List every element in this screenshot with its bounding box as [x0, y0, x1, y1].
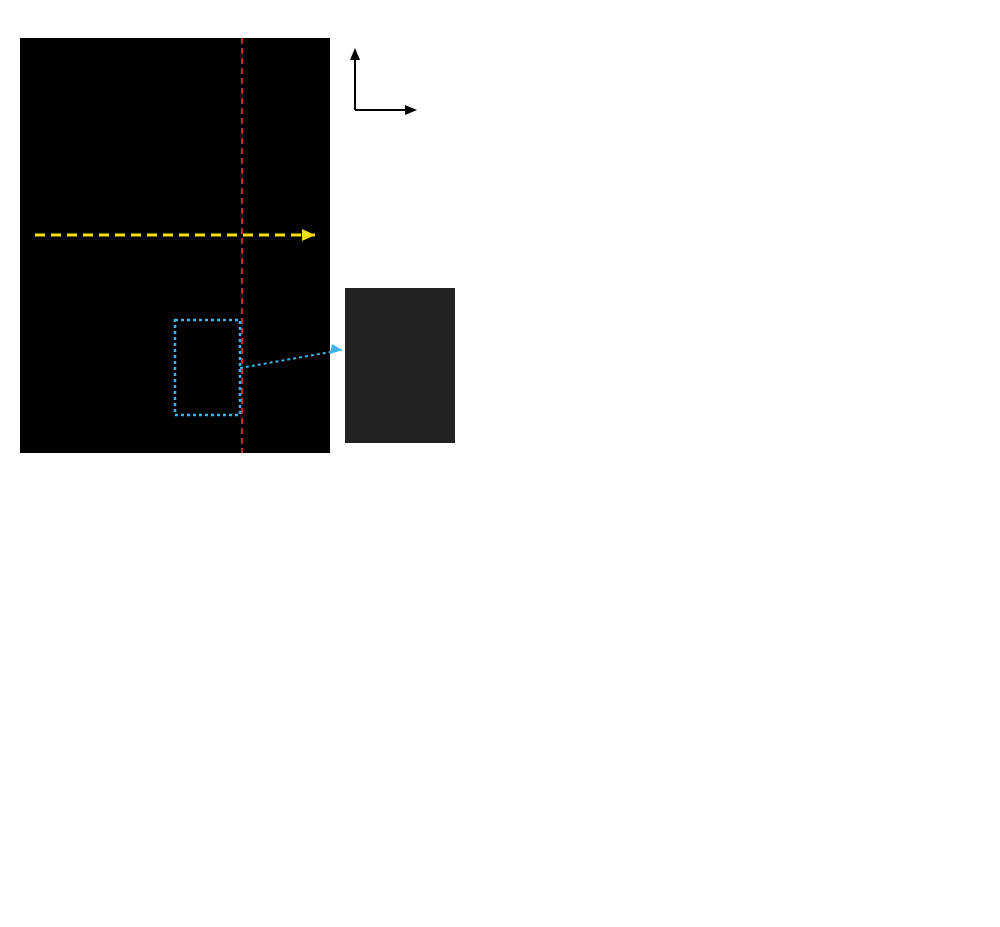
panel-a [10, 10, 490, 460]
panel-c [10, 475, 490, 905]
panel-d [515, 475, 995, 905]
a2-inset [345, 288, 455, 443]
panel-b [515, 10, 995, 460]
crystal-arrows [350, 48, 417, 115]
zoom-connector-arrow [330, 344, 342, 354]
haadf-image [20, 38, 342, 453]
